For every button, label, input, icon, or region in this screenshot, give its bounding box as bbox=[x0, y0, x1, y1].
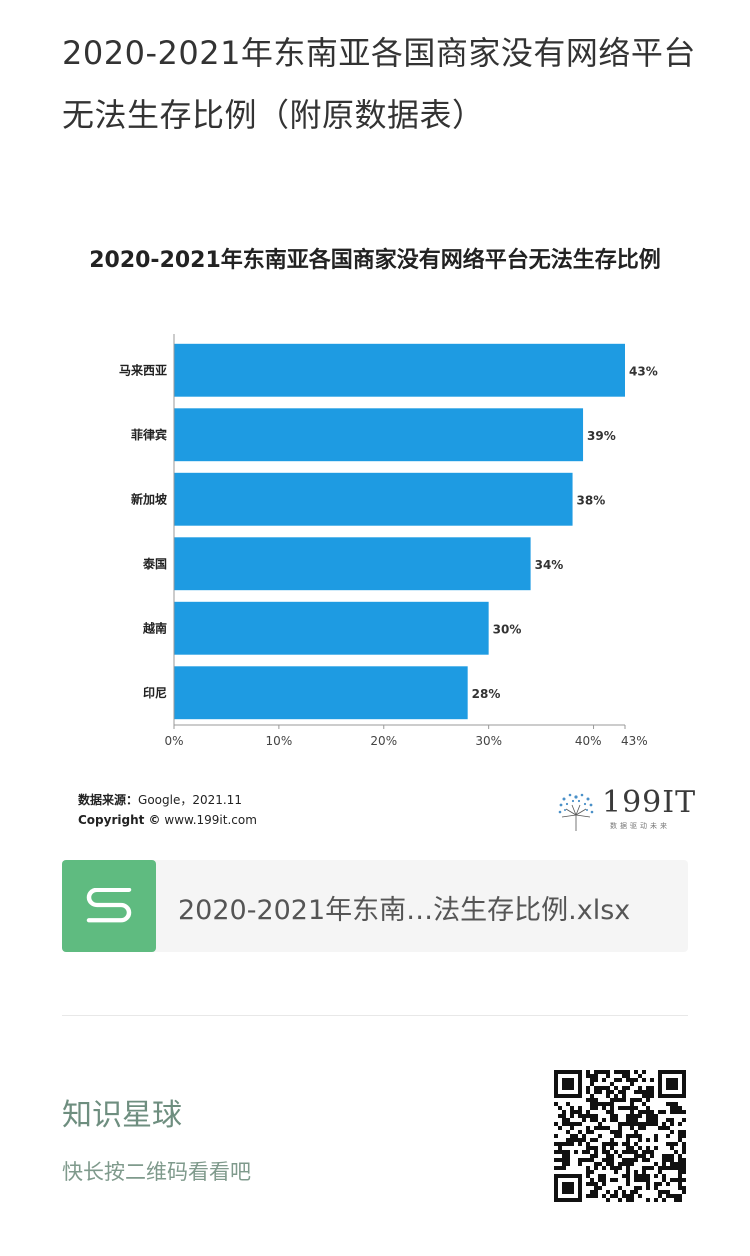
planet-subtitle: 快长按二维码看看吧 bbox=[62, 1160, 251, 1184]
category-label: 菲律宾 bbox=[131, 427, 167, 442]
planet-title: 知识星球 bbox=[62, 1098, 182, 1133]
spreadsheet-s-icon bbox=[62, 860, 156, 952]
x-tick-label: 40% bbox=[575, 734, 602, 748]
bar-0 bbox=[174, 343, 625, 397]
data-label: 30% bbox=[493, 622, 522, 636]
bar-4 bbox=[174, 601, 489, 655]
logo-subtitle: 数据驱动未来 bbox=[610, 822, 670, 830]
data-label: 34% bbox=[535, 558, 564, 572]
bar-chart: 2020-2021年东南亚各国商家没有网络平台无法生存比例 马来西亚 43% 菲律宾… bbox=[40, 220, 710, 850]
bar-2 bbox=[174, 472, 573, 526]
category-label: 马来西亚 bbox=[119, 362, 167, 377]
category-label: 印尼 bbox=[143, 686, 167, 700]
data-label: 38% bbox=[577, 493, 606, 507]
chart-title: 2020-2021年东南亚各国商家没有网络平台无法生存比例 bbox=[89, 248, 661, 273]
category-label: 新加坡 bbox=[131, 491, 168, 506]
file-name: 2020-2021年东南…法生存比例.xlsx bbox=[178, 895, 631, 926]
source-value: Google，2021.11 bbox=[138, 793, 242, 807]
article-title: 2020-2021年东南亚各国商家没有网络平台无法生存比例（附原数据表） bbox=[62, 34, 696, 134]
dandelion-logo-icon bbox=[558, 793, 594, 831]
x-tick-label: 0% bbox=[164, 734, 183, 748]
x-tick-label: 10% bbox=[266, 734, 293, 748]
category-label: 泰国 bbox=[142, 556, 167, 571]
source-note: 数据来源：Google，2021.11 Copyright © www.199i… bbox=[78, 790, 257, 830]
bar-5 bbox=[174, 666, 468, 720]
bar-1 bbox=[174, 408, 584, 462]
divider bbox=[62, 1015, 688, 1016]
data-label: 39% bbox=[587, 429, 616, 443]
source-label: 数据来源： bbox=[78, 793, 139, 807]
x-tick-label: 43% bbox=[621, 734, 648, 748]
category-label: 越南 bbox=[142, 620, 167, 635]
logo-199it: 199IT 数据驱动未来 bbox=[552, 785, 695, 835]
x-tick-label: 30% bbox=[475, 734, 502, 748]
x-tick-label: 20% bbox=[370, 734, 397, 748]
copyright-label: Copyright © bbox=[78, 813, 161, 827]
data-label: 28% bbox=[472, 687, 501, 701]
copyright-value: www.199it.com bbox=[164, 813, 257, 827]
file-attachment[interactable]: 2020-2021年东南…法生存比例.xlsx bbox=[62, 860, 688, 952]
chart-plot: 马来西亚 43% 菲律宾 39% 新加坡 38% 泰国 34% 越南 30% 印尼 28% 0% 10% 2… bbox=[119, 334, 658, 748]
logo-text: 199IT bbox=[602, 785, 697, 820]
bar-3 bbox=[174, 537, 531, 591]
qr-code[interactable] bbox=[554, 1070, 686, 1202]
data-label: 43% bbox=[629, 364, 658, 378]
